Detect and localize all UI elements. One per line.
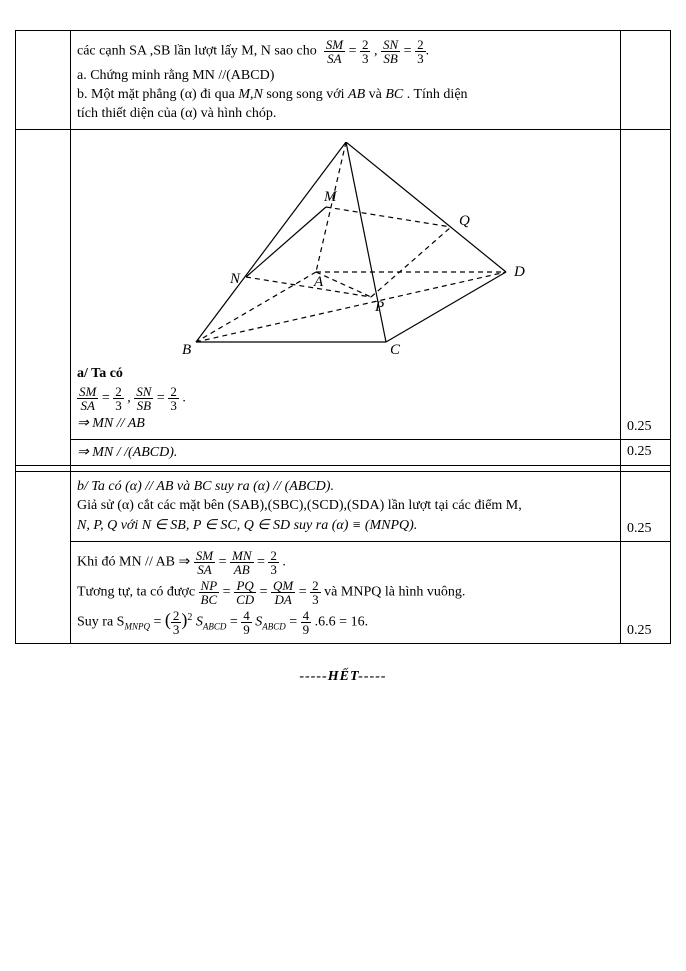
ratio1: SM SA	[324, 38, 345, 65]
parta-score2: 0.25	[621, 440, 671, 466]
diagram-row: SABCDMNPQ a/ Ta có SMSA = 23 , SNSB = 23…	[16, 130, 671, 440]
footer-text: -----HẾT-----	[15, 669, 671, 685]
partb1-l3: N, P, Q với N ∈ SB, P ∈ SC, Q ∈ SD suy r…	[77, 517, 614, 534]
partb1-score: 0.25	[621, 472, 671, 542]
part-b-text2: tích thiết diện của (α) và hình chóp.	[77, 106, 614, 122]
svg-text:A: A	[313, 274, 324, 290]
pyramid-diagram: SABCDMNPQ	[136, 142, 556, 362]
svg-text:N: N	[229, 271, 241, 287]
parta-imply2: ⇒ MN / /(ABCD).	[77, 445, 177, 460]
partb2-l2: Tương tự, ta có được NPBC = PQCD = QMDA …	[77, 579, 614, 606]
problem-text-cell: các cạnh SA ,SB lần lượt lấy M, N sao ch…	[71, 31, 621, 130]
problem-score-cell	[621, 31, 671, 130]
part-b-text: b. Một mặt phẳng (α) đi qua M,N song son…	[77, 87, 614, 103]
diagram-cell: SABCDMNPQ a/ Ta có SMSA = 23 , SNSB = 23…	[71, 130, 621, 440]
parta-title: a/ Ta có	[77, 366, 614, 382]
problem-number-cell	[16, 31, 71, 130]
partb1-l1: b/ Ta có (α) // AB và BC suy ra (α) // (…	[77, 479, 614, 495]
partb1-l2: Giả sử (α) cắt các mặt bên (SAB),(SBC),(…	[77, 498, 614, 514]
partb-left	[16, 472, 71, 644]
solution-table: các cạnh SA ,SB lần lượt lấy M, N sao ch…	[15, 30, 671, 644]
svg-text:Q: Q	[459, 213, 470, 229]
ratio1-val: 2 3	[360, 38, 371, 65]
partb2-cell: Khi đó MN // AB ⇒ SMSA = MNAB = 23 . Tươ…	[71, 542, 621, 644]
parta-row2: ⇒ MN / /(ABCD). 0.25	[16, 440, 671, 466]
parta-eq: SMSA = 23 , SNSB = 23 .	[77, 385, 614, 412]
svg-text:M: M	[323, 189, 338, 205]
partb1-cell: b/ Ta có (α) // AB và BC suy ra (α) // (…	[71, 472, 621, 542]
problem-row: các cạnh SA ,SB lần lượt lấy M, N sao ch…	[16, 31, 671, 130]
part-a-text: a. Chứng minh rằng MN //(ABCD)	[77, 68, 614, 84]
partb2-l1: Khi đó MN // AB ⇒ SMSA = MNAB = 23 .	[77, 549, 614, 576]
intro-text: các cạnh SA ,SB lần lượt lấy M, N sao ch…	[77, 44, 317, 59]
svg-text:B: B	[182, 342, 191, 358]
parta-score1: 0.25	[621, 130, 671, 440]
ratio2-val: 2 3	[415, 38, 426, 65]
diagram-left	[16, 130, 71, 466]
ratio2: SN SB	[381, 38, 400, 65]
partb2-row: Khi đó MN // AB ⇒ SMSA = MNAB = 23 . Tươ…	[16, 542, 671, 644]
parta-imply1: ⇒ MN // AB	[77, 415, 614, 432]
parta-imply2-cell: ⇒ MN / /(ABCD).	[71, 440, 621, 466]
partb2-score: 0.25	[621, 542, 671, 644]
svg-text:D: D	[513, 264, 525, 280]
svg-text:P: P	[374, 299, 384, 315]
partb1-row: b/ Ta có (α) // AB và BC suy ra (α) // (…	[16, 472, 671, 542]
svg-text:C: C	[390, 342, 401, 358]
partb2-l3: Suy ra SMNPQ = (23)2 SABCD = 49 SABCD = …	[77, 609, 614, 636]
